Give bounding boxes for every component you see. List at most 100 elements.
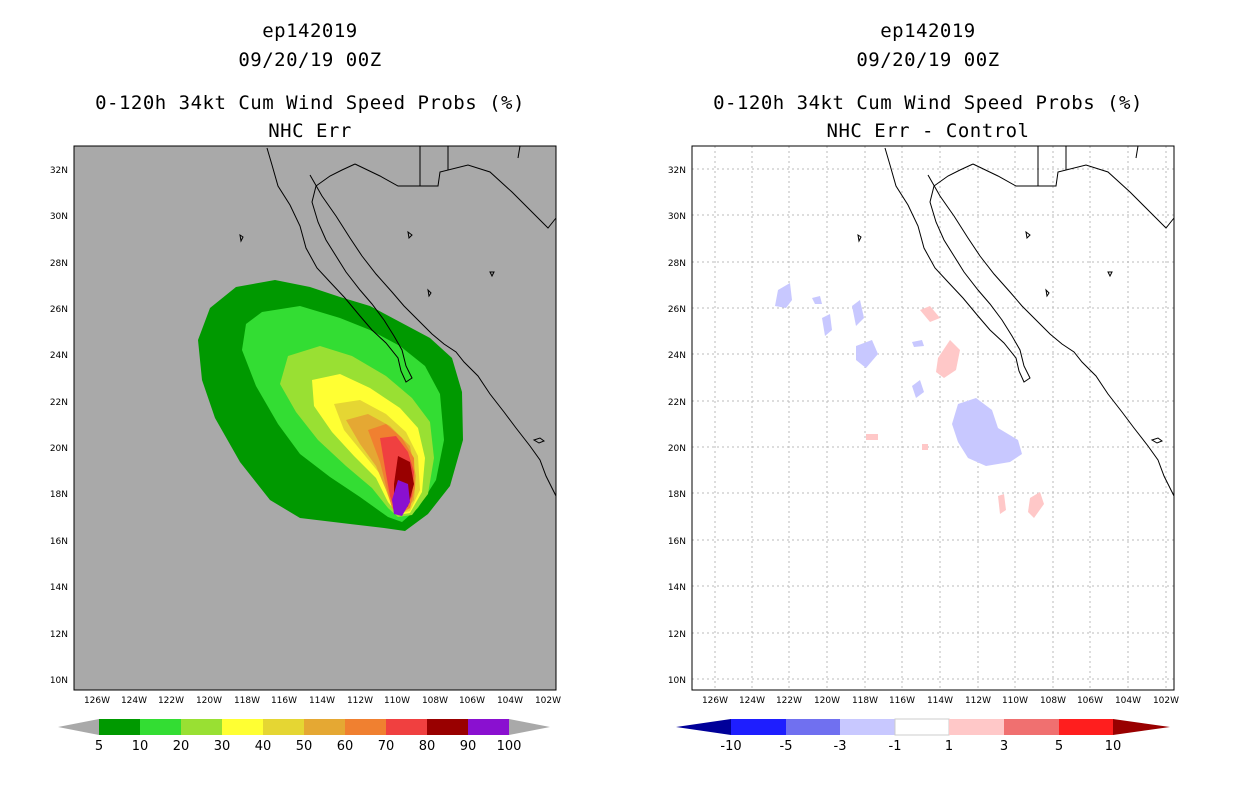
left-lat-label: 20N [50,444,68,454]
left-colorbar-swatch [345,719,386,735]
left-lat-label: 24N [50,351,68,361]
left-map-panel: 32N 30N 28N 26N 24N 22N 20N 18N 16N 14N … [50,145,561,754]
right-colorbar-swatch [894,718,950,736]
left-datetime: 09/20/19 00Z [238,49,382,71]
right-lon-label: 104W [1115,696,1141,706]
right-subtitle: NHC Err - Control [826,120,1030,142]
left-colorbar-swatch [222,719,263,735]
left-lat-label: 28N [50,259,68,269]
left-lon-axis: 126W 124W 122W 120W 118W 116W 114W 112W … [84,696,561,706]
left-lat-label: 32N [50,166,68,176]
right-lon-label: 106W [1077,696,1103,706]
left-storm-id: ep142019 [262,20,358,42]
right-colorbar-swatch [786,719,840,735]
left-colorbar-swatch [181,719,222,735]
left-colorbar-swatch [140,719,181,735]
right-lon-label: 122W [776,696,802,706]
left-probability-contours [198,280,463,531]
left-colorbar-swatch [304,719,345,735]
right-colorbar: -10 -5 -3 -1 1 3 5 10 [676,718,1170,754]
left-lon-label: 116W [271,696,297,706]
right-colorbar-swatch [949,719,1004,735]
left-lat-label: 10N [50,676,68,686]
right-colorbar-over-arrow [1113,719,1170,735]
left-product-title: 0-120h 34kt Cum Wind Speed Probs (%) [95,92,525,114]
left-lon-label: 108W [422,696,448,706]
left-lat-label: 18N [50,490,68,500]
left-colorbar-label: 80 [419,739,436,754]
right-colorbar-swatch [840,719,895,735]
right-colorbar-label: 1 [945,739,953,754]
left-lat-label: 16N [50,537,68,547]
left-colorbar-label: 50 [296,739,313,754]
left-colorbar-swatch [427,719,468,735]
right-lat-axis: 32N 30N 28N 26N 24N 22N 20N 18N 16N 14N … [668,166,686,686]
left-colorbar-swatch [99,719,140,735]
left-colorbar-over-arrow [509,719,550,735]
left-lon-label: 120W [196,696,222,706]
left-lon-label: 112W [347,696,373,706]
left-lon-label: 124W [121,696,147,706]
right-storm-id: ep142019 [880,20,976,42]
left-colorbar-label: 20 [173,739,190,754]
right-lon-label: 114W [927,696,953,706]
left-colorbar-swatch [386,719,427,735]
right-colorbar-label: 5 [1055,739,1063,754]
right-colorbar-label: -5 [780,739,793,754]
left-lat-label: 14N [50,583,68,593]
left-colorbar-label: 70 [378,739,395,754]
right-colorbar-swatch [1004,719,1059,735]
right-colorbar-label: -3 [834,739,847,754]
left-colorbar-swatch [263,719,304,735]
right-colorbar-label: 10 [1105,739,1122,754]
right-lat-label: 20N [668,444,686,454]
left-colorbar-swatch [468,719,509,735]
right-lat-label: 10N [668,676,686,686]
right-difference-contours [775,283,1044,518]
left-colorbar-label: 30 [214,739,231,754]
left-lat-label: 26N [50,305,68,315]
right-lat-label: 30N [668,212,686,222]
left-lon-label: 110W [384,696,410,706]
right-lat-label: 22N [668,398,686,408]
left-lon-label: 106W [459,696,485,706]
right-product-title: 0-120h 34kt Cum Wind Speed Probs (%) [713,92,1143,114]
right-lon-label: 102W [1153,696,1179,706]
right-lon-label: 112W [965,696,991,706]
left-colorbar-label: 90 [460,739,477,754]
left-colorbar-label: 5 [95,739,103,754]
left-lat-axis: 32N 30N 28N 26N 24N 22N 20N 18N 16N 14N … [50,166,68,686]
right-lat-label: 14N [668,583,686,593]
left-colorbar-under-arrow [58,719,99,735]
right-lon-label: 110W [1002,696,1028,706]
right-colorbar-label: 3 [1000,739,1008,754]
right-lon-label: 108W [1040,696,1066,706]
right-lon-axis: 126W 124W 122W 120W 118W 116W 114W 112W … [702,696,1179,706]
left-colorbar-label: 100 [497,739,522,754]
right-lon-label: 116W [889,696,915,706]
right-colorbar-label: -10 [720,739,741,754]
left-colorbar-label: 40 [255,739,272,754]
right-colorbar-swatch [1059,719,1113,735]
left-lat-label: 12N [50,630,68,640]
left-lat-label: 30N [50,212,68,222]
right-map-panel: 32N 30N 28N 26N 24N 22N 20N 18N 16N 14N … [668,145,1179,754]
right-lat-label: 24N [668,351,686,361]
right-lat-label: 26N [668,305,686,315]
left-lon-label: 122W [158,696,184,706]
right-lat-label: 16N [668,537,686,547]
left-lon-label: 118W [234,696,260,706]
right-lat-label: 12N [668,630,686,640]
left-colorbar-label: 10 [132,739,149,754]
right-colorbar-under-arrow [676,719,731,735]
right-lat-label: 18N [668,490,686,500]
right-lon-label: 126W [702,696,728,706]
left-subtitle: NHC Err [268,120,352,142]
left-lon-label: 104W [497,696,523,706]
right-lat-label: 28N [668,259,686,269]
left-lon-label: 102W [535,696,561,706]
right-lat-label: 32N [668,166,686,176]
left-colorbar: 5 10 20 30 40 50 60 70 80 90 100 [58,719,550,754]
right-lon-label: 124W [739,696,765,706]
